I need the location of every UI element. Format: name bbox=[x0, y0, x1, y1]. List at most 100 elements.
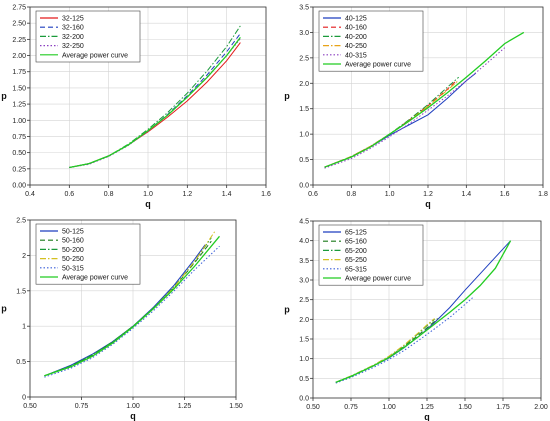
series-line-65-315 bbox=[335, 297, 473, 384]
y-tick-label: 1.00 bbox=[12, 118, 26, 125]
y-tick-label: 0.75 bbox=[12, 134, 26, 141]
y-tick-label: 3.0 bbox=[299, 30, 309, 37]
chart-panel-4: 0.50 0.75 1.00 1.25 1.50 1.75 2.00 0.0 0.5 1.0 1.5… bbox=[284, 219, 548, 421]
legend-label: 40-250 bbox=[345, 43, 367, 50]
series-line-40-250 bbox=[324, 79, 460, 168]
y-tick-label: 2.00 bbox=[12, 53, 26, 60]
y-tick-label: 1.5 bbox=[16, 288, 26, 295]
legend-label: Average power curve bbox=[62, 275, 128, 282]
y-tick-label: 1.5 bbox=[299, 337, 309, 344]
legend-label: 32-200 bbox=[62, 34, 84, 41]
x-axis-label: q bbox=[145, 199, 151, 209]
y-tick-label: 2.50 bbox=[12, 21, 26, 28]
series-line-32-200 bbox=[69, 25, 241, 168]
y-tick-label: 1.75 bbox=[12, 69, 26, 76]
legend-label: 32-125 bbox=[62, 16, 84, 23]
legend-label: 65-125 bbox=[345, 230, 367, 237]
chart-panel-2: 0.6 0.8 1.0 1.2 1.4 1.6 1.8 0.0 0.5 1.0 1.5 2.0 2.5 3… bbox=[284, 5, 548, 210]
legend-label: 50-315 bbox=[62, 265, 84, 272]
y-tick-label: 2.5 bbox=[299, 55, 309, 62]
y-tick-label: 0.0 bbox=[299, 183, 309, 190]
y-tick-label: 1 bbox=[22, 324, 26, 331]
series-line-average-power-curve bbox=[69, 37, 241, 169]
series-line-average-power-curve bbox=[44, 235, 220, 377]
y-tick-label: 1.50 bbox=[12, 85, 26, 92]
chart-panel-3: 0.50 0.75 1.00 1.25 1.50 0 0.5 1 1.5 2 2.5 q p 50-125… bbox=[1, 218, 243, 421]
y-tick-label: 0.5 bbox=[16, 359, 26, 366]
legend-label: Average power curve bbox=[62, 52, 128, 59]
legend-label: 50-125 bbox=[62, 229, 84, 236]
y-tick-label: 0.50 bbox=[12, 150, 26, 157]
y-tick-label: 1.5 bbox=[299, 106, 309, 113]
series-line-average-power-curve bbox=[335, 240, 512, 383]
series-line-40-200 bbox=[324, 76, 460, 168]
legend-label: 32-250 bbox=[62, 43, 84, 50]
legend-label: Average power curve bbox=[345, 276, 411, 283]
x-tick-label: 1.8 bbox=[538, 191, 548, 198]
y-tick-label: 2 bbox=[22, 253, 26, 260]
y-tick-label: 2.25 bbox=[12, 37, 26, 44]
y-axis-label: p bbox=[284, 305, 290, 315]
x-tick-label: 0.50 bbox=[306, 404, 320, 411]
series-line-40-315 bbox=[324, 47, 506, 169]
y-tick-label: 1.0 bbox=[299, 356, 309, 363]
x-tick-label: 1.6 bbox=[500, 191, 510, 198]
y-tick-label: 2.0 bbox=[299, 317, 309, 324]
y-tick-label: 2.0 bbox=[299, 81, 309, 88]
y-tick-label: 3.5 bbox=[299, 258, 309, 265]
x-tick-label: 0.50 bbox=[23, 403, 37, 410]
series-line-average-power-curve bbox=[324, 31, 525, 168]
legend-label: 40-160 bbox=[345, 25, 367, 32]
x-tick-label: 1.25 bbox=[178, 403, 192, 410]
series-line-50-315 bbox=[44, 245, 220, 378]
x-tick-label: 1.50 bbox=[458, 404, 472, 411]
legend-label: 40-315 bbox=[345, 52, 367, 59]
legend-box bbox=[318, 224, 424, 286]
y-tick-label: 0 bbox=[22, 395, 26, 402]
legend-label: 32-160 bbox=[62, 25, 84, 32]
legend-label: 50-160 bbox=[62, 238, 84, 245]
series-line-65-250 bbox=[335, 318, 435, 383]
legend-label: Average power curve bbox=[345, 62, 411, 69]
x-tick-label: 0.8 bbox=[346, 191, 356, 198]
y-axis-label: p bbox=[1, 304, 7, 314]
y-tick-label: 2.75 bbox=[12, 5, 26, 12]
x-tick-label: 1.4 bbox=[222, 191, 232, 198]
y-tick-label: 4.5 bbox=[299, 219, 309, 226]
y-tick-label: 4.0 bbox=[299, 238, 309, 245]
x-tick-label: 1.00 bbox=[126, 403, 140, 410]
x-tick-label: 0.8 bbox=[104, 191, 114, 198]
x-tick-label: 1.0 bbox=[385, 191, 395, 198]
chart-panel-1: 0.4 0.6 0.8 1.0 1.2 1.4 1.6 0.00 0.25 0.50 0.75 1.0… bbox=[1, 5, 271, 210]
x-axis-label: q bbox=[425, 199, 431, 209]
x-tick-label: 1.75 bbox=[496, 404, 510, 411]
y-tick-label: 0.0 bbox=[299, 396, 309, 403]
y-tick-label: 3.0 bbox=[299, 278, 309, 285]
y-axis-label: p bbox=[1, 91, 7, 101]
legend-label: 65-250 bbox=[345, 257, 367, 264]
y-tick-label: 0.00 bbox=[12, 183, 26, 190]
series-line-65-200 bbox=[335, 318, 435, 383]
x-tick-label: 0.6 bbox=[308, 191, 318, 198]
legend-label: 40-200 bbox=[345, 34, 367, 41]
legend-box bbox=[35, 223, 141, 285]
legend-box bbox=[318, 10, 424, 72]
x-axis-label: q bbox=[424, 412, 430, 421]
y-tick-label: 2.5 bbox=[16, 218, 26, 225]
y-tick-label: 0.5 bbox=[299, 376, 309, 383]
y-tick-label: 1.0 bbox=[299, 132, 309, 139]
y-tick-label: 1.25 bbox=[12, 102, 26, 109]
x-axis-label: q bbox=[130, 411, 136, 421]
x-tick-label: 1.4 bbox=[461, 191, 471, 198]
x-tick-label: 0.75 bbox=[75, 403, 89, 410]
x-tick-label: 1.25 bbox=[420, 404, 434, 411]
x-tick-label: 1.2 bbox=[182, 191, 192, 198]
legend-label: 65-160 bbox=[345, 239, 367, 246]
x-tick-label: 1.6 bbox=[261, 191, 271, 198]
legend-label: 50-200 bbox=[62, 247, 84, 254]
x-tick-label: 1.2 bbox=[423, 191, 433, 198]
y-tick-label: 0.25 bbox=[12, 166, 26, 173]
x-tick-label: 0.6 bbox=[64, 191, 74, 198]
x-tick-label: 1.00 bbox=[382, 404, 396, 411]
x-tick-label: 2.00 bbox=[534, 404, 548, 411]
